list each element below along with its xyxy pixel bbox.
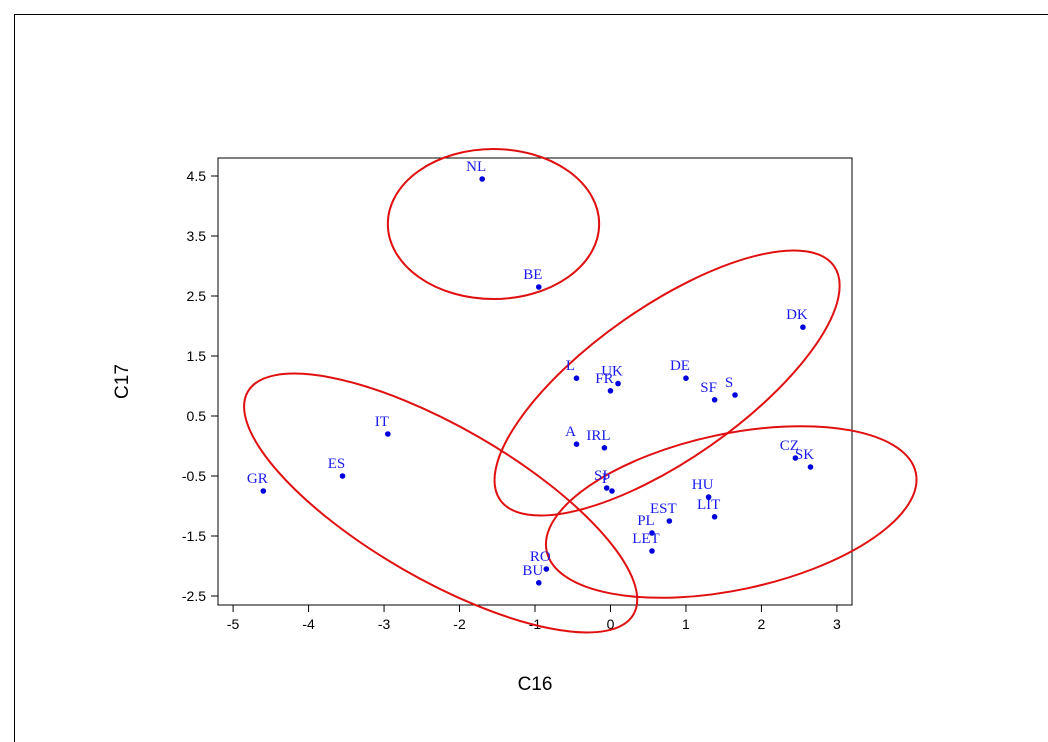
data-point-label: ES (328, 456, 346, 472)
data-point (705, 494, 712, 500)
data-point-label: P (602, 471, 610, 487)
data-point-label: GR (247, 471, 268, 487)
y-tick-label: -2.5 (182, 588, 206, 604)
data-point-label: HU (692, 477, 714, 493)
data-point-label: RO (530, 549, 551, 565)
data-point-label: BE (523, 267, 542, 283)
x-tick-label: -1 (529, 616, 542, 632)
y-tick-label: 2.5 (187, 288, 207, 304)
cluster-ellipse (544, 425, 918, 599)
x-tick-label: -3 (378, 616, 391, 632)
data-point (603, 485, 610, 491)
x-tick-label: 1 (682, 616, 690, 632)
data-point (535, 580, 542, 586)
x-tick-label: -5 (227, 616, 240, 632)
data-point (800, 324, 806, 331)
data-point (649, 530, 655, 536)
data-point (711, 397, 718, 403)
y-tick-label: 1.5 (187, 348, 207, 364)
data-point-label: LET (632, 531, 660, 547)
data-point (807, 464, 814, 470)
data-point-label: EST (650, 501, 677, 517)
x-tick-label: 2 (758, 616, 766, 632)
data-point (683, 375, 689, 382)
data-point (609, 488, 615, 494)
x-tick-label: -2 (453, 616, 466, 632)
data-point-label: IRL (586, 428, 610, 444)
data-point-label: PL (637, 513, 655, 529)
data-point-label: IT (375, 414, 389, 430)
data-point-label: S (725, 375, 733, 391)
data-point-label: A (565, 424, 576, 440)
x-axis-label: C16 (518, 674, 553, 695)
data-point (573, 441, 580, 448)
x-tick-label: 3 (833, 616, 841, 632)
plot-area (217, 157, 853, 606)
plot-frame (14, 14, 1048, 742)
y-tick-label: -0.5 (182, 468, 206, 484)
data-point-label: UK (601, 364, 623, 380)
data-point (732, 392, 738, 398)
data-point (601, 445, 608, 451)
data-point-label: DK (786, 307, 808, 323)
data-point-label: SK (795, 447, 814, 463)
data-point-label: CZ (780, 438, 799, 454)
cluster-ellipse (493, 249, 841, 517)
cluster-ellipse (386, 148, 601, 300)
data-point (666, 518, 673, 524)
data-point (649, 548, 655, 554)
data-point-label: LIT (697, 497, 720, 513)
data-point (260, 488, 267, 494)
data-point-label: L (566, 358, 575, 374)
y-tick-label: 3.5 (187, 228, 207, 244)
y-tick-label: 0.5 (187, 408, 207, 424)
y-axis-label: C17 (112, 364, 133, 399)
x-tick-label: 0 (607, 616, 615, 632)
data-point-label: DE (670, 358, 690, 374)
data-point (607, 388, 614, 394)
cluster-ellipse (243, 372, 639, 634)
data-point (339, 473, 346, 479)
data-point (573, 375, 580, 382)
data-point-label: SF (700, 380, 717, 396)
data-point (615, 380, 621, 387)
x-tick-label: -4 (302, 616, 315, 632)
data-point-label: SI (594, 468, 607, 484)
data-point-label: BU (522, 563, 543, 579)
data-point (385, 431, 391, 437)
y-tick-label: -1.5 (182, 528, 206, 544)
data-point (543, 566, 550, 572)
data-point (792, 455, 799, 461)
y-tick-label: 4.5 (187, 168, 207, 184)
data-point (479, 176, 485, 182)
data-point (711, 514, 718, 520)
data-point-label: FR (595, 371, 613, 387)
data-point-label: NL (466, 159, 486, 175)
data-point (535, 284, 542, 290)
